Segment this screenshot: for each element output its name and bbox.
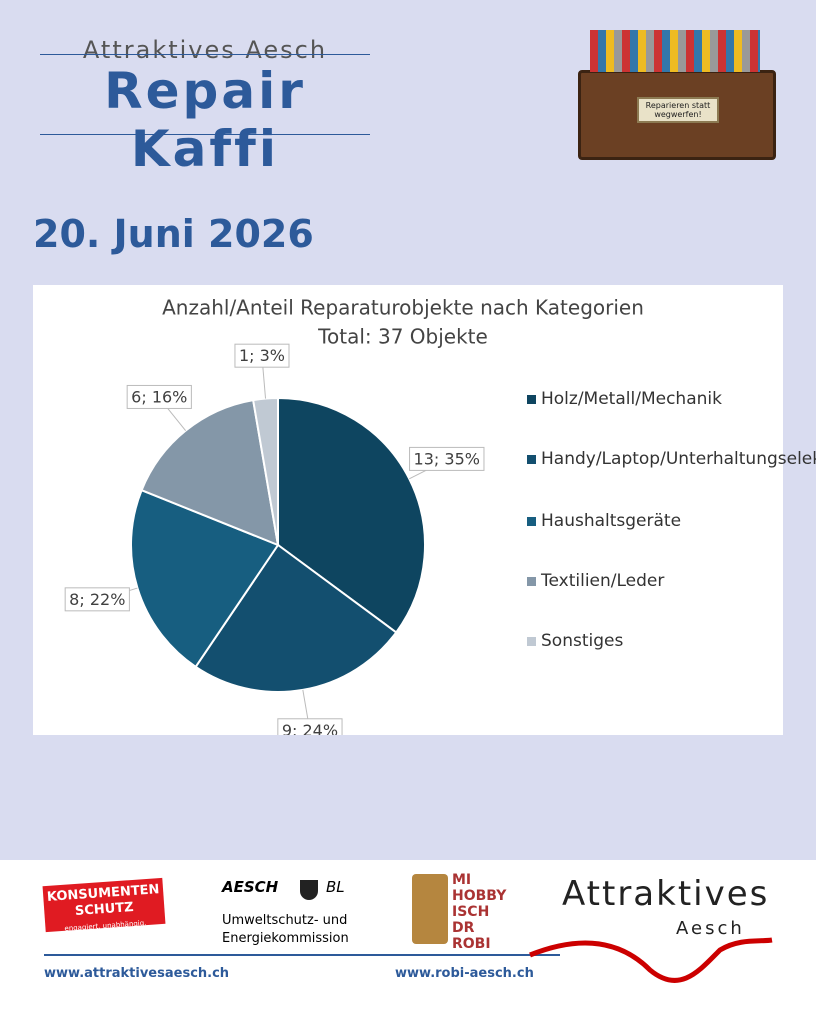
toolbox: Reparieren statt wegwerfen! bbox=[578, 70, 776, 160]
kicker: Attraktives Aesch bbox=[82, 36, 328, 64]
toolbox-sign: Reparieren statt wegwerfen! bbox=[637, 97, 719, 123]
label-box bbox=[126, 384, 192, 409]
label-box bbox=[409, 446, 485, 471]
footer: KONSUMENTEN SCHUTZ engagiert. unabhängig.… bbox=[0, 860, 816, 1020]
data-label: 1; 3% bbox=[239, 346, 285, 365]
data-label: 13; 35% bbox=[414, 449, 480, 468]
legend-entry: Haushaltsgeräte bbox=[527, 509, 771, 533]
pie-chart: Anzahl/Anteil Reparaturobjekte nach Kate… bbox=[64, 296, 644, 743]
pie-slice bbox=[140, 398, 280, 547]
pie-slice bbox=[194, 543, 398, 693]
url: www.attraktivesaesch.ch bbox=[44, 966, 230, 981]
title: Repair Kaffi bbox=[104, 62, 306, 178]
konsumenten-logo: KONSUMENTEN SCHUTZ engagiert. unabhängig. bbox=[42, 877, 166, 933]
pie-slice bbox=[277, 396, 426, 634]
url: www.robi-aesch.ch bbox=[395, 966, 534, 981]
robi-logo: MI HOBBY ISCH DR ROBI bbox=[452, 872, 507, 952]
robi-figure bbox=[412, 874, 448, 944]
bl-logo: BL bbox=[326, 878, 345, 896]
chart: Anzahl/Anteil Reparaturobjekte nach Kate… bbox=[33, 285, 816, 743]
tools bbox=[590, 30, 760, 72]
rule bbox=[40, 54, 370, 55]
kommission: Umweltschutz- und Energiekommission bbox=[222, 913, 349, 946]
aesch-logo: AESCH bbox=[222, 878, 279, 896]
legend-swatch bbox=[527, 395, 536, 404]
legend-swatch bbox=[527, 577, 536, 586]
legend-entry: Sonstiges bbox=[527, 629, 771, 653]
aesch-crest bbox=[300, 880, 318, 900]
data-label: 9; 24% bbox=[282, 721, 338, 735]
label-box bbox=[64, 587, 130, 612]
legend-entry: Handy/Laptop/Unterhaltungselektronik bbox=[527, 447, 816, 471]
rule bbox=[40, 134, 370, 135]
konsumenten-text: KONSUMENTEN SCHUTZ bbox=[46, 882, 160, 920]
legend-swatch bbox=[527, 517, 536, 526]
attraktives-aesch: Aesch bbox=[676, 918, 745, 939]
label-box bbox=[234, 343, 290, 368]
legend-swatch bbox=[527, 455, 536, 464]
legend-entry: Holz/Metall/Mechanik bbox=[527, 387, 771, 411]
data-label: 6; 16% bbox=[131, 387, 187, 406]
red-wave bbox=[529, 937, 773, 983]
data-label: 8; 22% bbox=[69, 590, 125, 609]
attraktives-logo: Attraktives bbox=[562, 874, 770, 914]
chart-subtitle: Total: 37 Objekte bbox=[317, 325, 488, 349]
date: 20. Juni 2026 bbox=[33, 212, 314, 256]
legend-swatch bbox=[527, 637, 536, 646]
chart-title: Anzahl/Anteil Reparaturobjekte nach Kate… bbox=[162, 296, 644, 320]
legend-entry: Textilien/Leder bbox=[527, 569, 771, 593]
footer-line bbox=[44, 937, 773, 983]
